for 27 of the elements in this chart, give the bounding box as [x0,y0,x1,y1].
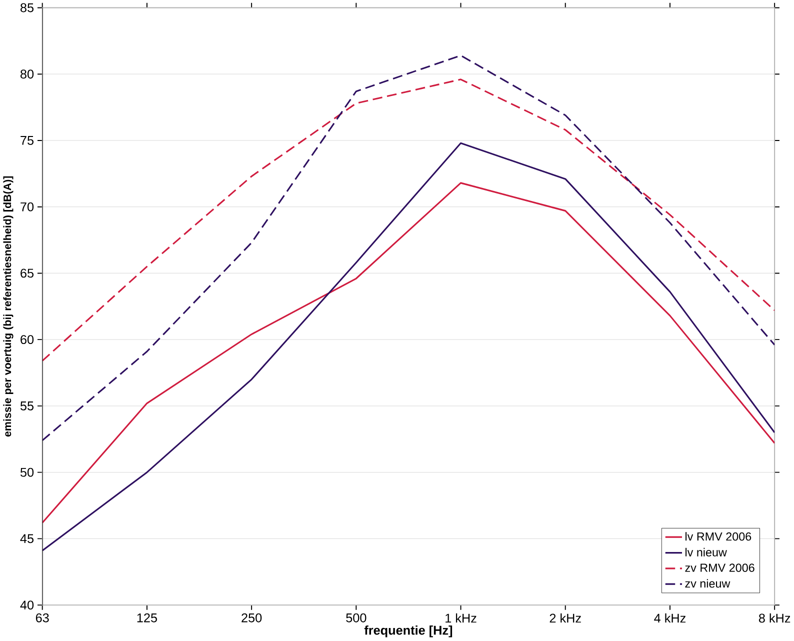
line-series [42,182,775,524]
y-tick-label: 60 [20,335,34,344]
y-tick-label: 50 [20,468,34,478]
legend-label: zv RMV 2006 [685,564,754,572]
y-tick-label: 55 [20,402,34,411]
legend-label: lv RMV 2006 [686,532,752,541]
x-tick-label: 125 [137,614,157,623]
legend-label: lv nieuw [686,548,727,557]
x-tick-label: 2 kHz [550,614,581,623]
y-tick-label: 45 [20,534,34,544]
y-tick-label: 80 [20,70,34,79]
x-tick-label: 63 [36,614,49,623]
line-series [42,54,775,442]
line-series [42,78,775,362]
y-axis-title: emissie per voertuig (bij referentiesnelheid) [dB(A)] [3,176,14,437]
y-tick-label: 40 [20,600,34,610]
y-tick-label: 65 [20,268,34,278]
x-tick-label: 1 kHz [446,614,476,623]
y-tick-label: 75 [20,136,34,146]
x-tick-label: 250 [242,614,262,623]
y-tick-label: 70 [20,202,34,212]
x-tick-label: 8 kHz [758,614,790,623]
x-axis-title: frequentie [Hz] [364,626,452,638]
x-tick-label: 4 kHz [654,614,686,623]
y-tick-label: 85 [20,3,34,12]
x-tick-label: 500 [346,614,366,623]
legend-label: zv nieuw [685,579,730,588]
